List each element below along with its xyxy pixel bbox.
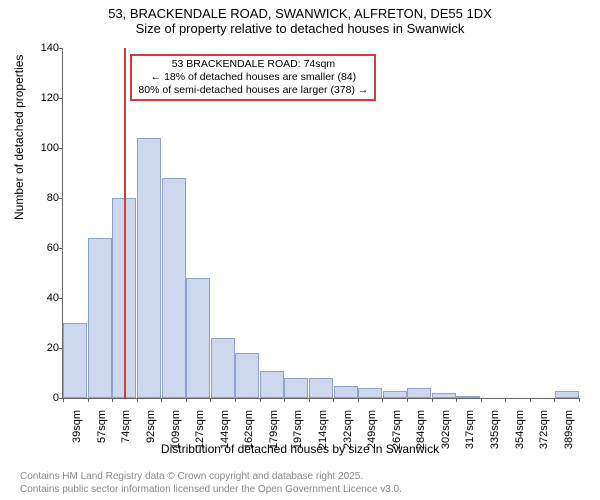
y-tick-label: 100 [29,142,59,154]
y-axis-label: Number of detached properties [12,55,26,220]
histogram-bar [137,138,161,398]
histogram-bar [555,391,579,399]
histogram-bar [63,323,87,398]
histogram-bar [186,278,210,398]
annotation-line-2: ← 18% of detached houses are smaller (84… [138,71,368,84]
histogram-bar [309,378,333,398]
footer-line-2: Contains public sector information licen… [20,483,402,496]
y-tick-label: 20 [29,342,59,354]
y-tick-label: 40 [29,292,59,304]
y-tick-label: 80 [29,192,59,204]
histogram-bar [358,388,382,398]
y-tick-label: 60 [29,242,59,254]
y-tick-label: 140 [29,42,59,54]
histogram-bar [284,378,308,398]
histogram-bar [260,371,284,399]
histogram-bar [334,386,358,399]
y-tick-label: 120 [29,92,59,104]
histogram-bar [432,393,456,398]
y-tick-label: 0 [29,392,59,404]
histogram-bar [456,396,480,399]
page-title: 53, BRACKENDALE ROAD, SWANWICK, ALFRETON… [0,6,600,21]
chart-area: 02040608010012014039sqm57sqm74sqm92sqm10… [62,48,578,398]
x-axis-label: Distribution of detached houses by size … [0,442,600,456]
page-subtitle: Size of property relative to detached ho… [0,21,600,36]
annotation-box: 53 BRACKENDALE ROAD: 74sqm← 18% of detac… [130,54,376,101]
footer-attribution: Contains HM Land Registry data © Crown c… [20,470,402,496]
marker-line [124,48,126,398]
footer-line-1: Contains HM Land Registry data © Crown c… [20,470,402,483]
annotation-line-1: 53 BRACKENDALE ROAD: 74sqm [138,58,368,71]
annotation-line-3: 80% of semi-detached houses are larger (… [138,84,368,97]
histogram-bar [383,391,407,399]
histogram-bar [88,238,112,398]
plot-region: 02040608010012014039sqm57sqm74sqm92sqm10… [62,48,579,399]
histogram-bar [162,178,186,398]
histogram-bar [407,388,431,398]
histogram-bar [211,338,235,398]
histogram-bar [235,353,259,398]
